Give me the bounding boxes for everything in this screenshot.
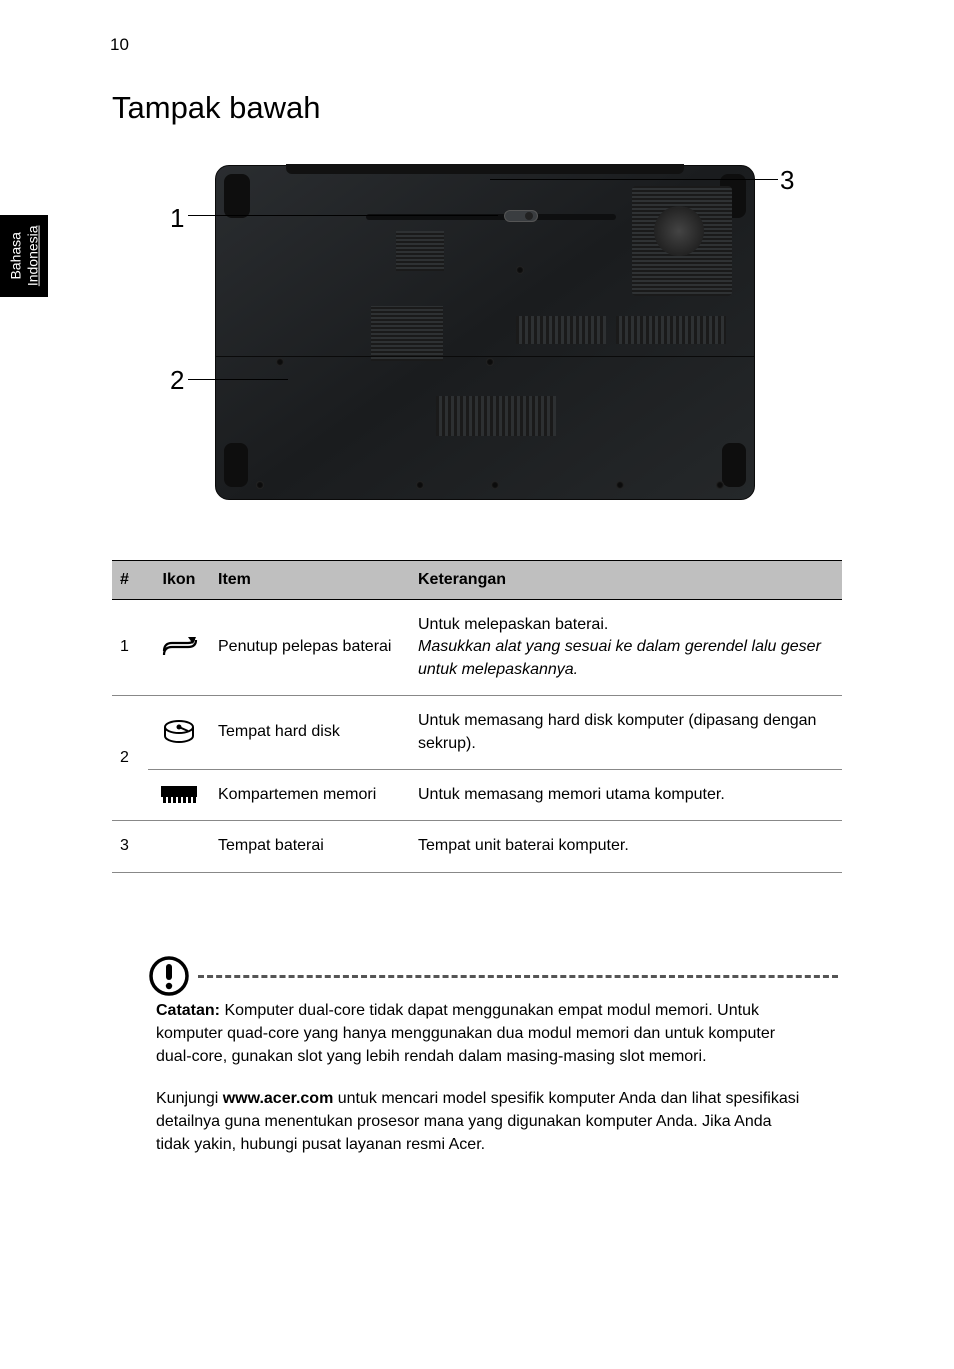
hinge (286, 164, 684, 174)
fan-circle (654, 206, 704, 256)
vent-5 (436, 396, 556, 436)
cell-item: Tempat hard disk (210, 696, 410, 770)
screw-icon (276, 358, 284, 366)
cell-desc: Tempat unit baterai komputer. (410, 821, 842, 872)
note-p1-rest: Komputer dual-core tidak dapat menggunak… (156, 1002, 775, 1065)
cell-item: Kompartemen memori (210, 769, 410, 820)
foot-bottom-right (722, 443, 746, 487)
page-number: 10 (110, 35, 129, 55)
th-item: Item (210, 561, 410, 600)
table-row: 2 Tempat hard disk Untuk memasang hard d… (112, 696, 842, 770)
table-row: Kompartemen memori Untuk memasang memori… (112, 769, 842, 820)
note-p2-bold: www.acer.com (223, 1090, 334, 1107)
laptop-bottom-diagram: 1 2 3 (160, 155, 810, 515)
cell-icon (148, 696, 210, 770)
vent-1 (396, 231, 444, 271)
callout-line-1 (188, 215, 498, 216)
screw-icon (486, 358, 494, 366)
cell-desc: Untuk memasang memori utama komputer. (410, 769, 842, 820)
language-line1: Bahasa (7, 232, 23, 279)
parts-table: # Ikon Item Keterangan 1 Penutup pelepas… (112, 560, 842, 873)
vent-2 (371, 306, 443, 361)
table-row: 1 Penutup pelepas baterai Untuk melepask… (112, 600, 842, 696)
note-block: Catatan: Komputer dual-core tidak dapat … (112, 965, 842, 1174)
cell-icon (148, 600, 210, 696)
parts-table-wrap: # Ikon Item Keterangan 1 Penutup pelepas… (112, 560, 842, 873)
section-heading: Tampak bawah (112, 90, 321, 126)
th-num: # (112, 561, 148, 600)
desc-italic: Masukkan alat yang sesuai ke dalam geren… (418, 638, 821, 677)
cell-desc: Untuk memasang hard disk komputer (dipas… (410, 696, 842, 770)
battery-release-icon (160, 635, 198, 661)
callout-3: 3 (780, 165, 794, 196)
note-p2-pre: Kunjungi (156, 1090, 223, 1107)
note-label: Catatan: (156, 1002, 220, 1019)
note-paragraph-2: Kunjungi www.acer.com untuk mencari mode… (156, 1087, 802, 1157)
language-line2: Indonesia (24, 226, 40, 287)
cell-item: Penutup pelepas baterai (210, 600, 410, 696)
cell-num: 2 (112, 696, 148, 821)
foot-top-left (224, 174, 250, 218)
cell-icon (148, 821, 210, 872)
cell-num: 3 (112, 821, 148, 872)
screw-icon (491, 481, 499, 489)
note-text: Catatan: Komputer dual-core tidak dapat … (156, 999, 802, 1156)
memory-icon (160, 785, 198, 805)
language-tab: Bahasa Indonesia (0, 215, 48, 297)
note-dash-line (198, 975, 838, 978)
cell-icon (148, 769, 210, 820)
warning-icon (148, 955, 190, 997)
callout-line-3 (490, 179, 778, 180)
cell-num: 1 (112, 600, 148, 696)
language-tab-text: Bahasa Indonesia (7, 226, 41, 287)
callout-1: 1 (170, 203, 184, 234)
screw-icon (716, 481, 724, 489)
table-row: 3 Tempat baterai Tempat unit baterai kom… (112, 821, 842, 872)
cell-item: Tempat baterai (210, 821, 410, 872)
callout-2: 2 (170, 365, 184, 396)
foot-bottom-left (224, 443, 248, 487)
hdd-icon (162, 718, 196, 748)
th-desc: Keterangan (410, 561, 842, 600)
vent-3 (516, 316, 606, 344)
note-paragraph-1: Catatan: Komputer dual-core tidak dapat … (156, 999, 802, 1069)
panel-seam (216, 356, 754, 357)
callout-line-2 (188, 379, 288, 380)
battery-latch (504, 210, 538, 222)
screw-icon (616, 481, 624, 489)
desc-plain: Untuk melepaskan baterai. (418, 616, 608, 633)
th-icon: Ikon (148, 561, 210, 600)
vent-4 (616, 316, 726, 344)
screw-icon (256, 481, 264, 489)
screw-icon (516, 266, 524, 274)
screw-icon (416, 481, 424, 489)
cell-desc: Untuk melepaskan baterai. Masukkan alat … (410, 600, 842, 696)
table-header-row: # Ikon Item Keterangan (112, 561, 842, 600)
